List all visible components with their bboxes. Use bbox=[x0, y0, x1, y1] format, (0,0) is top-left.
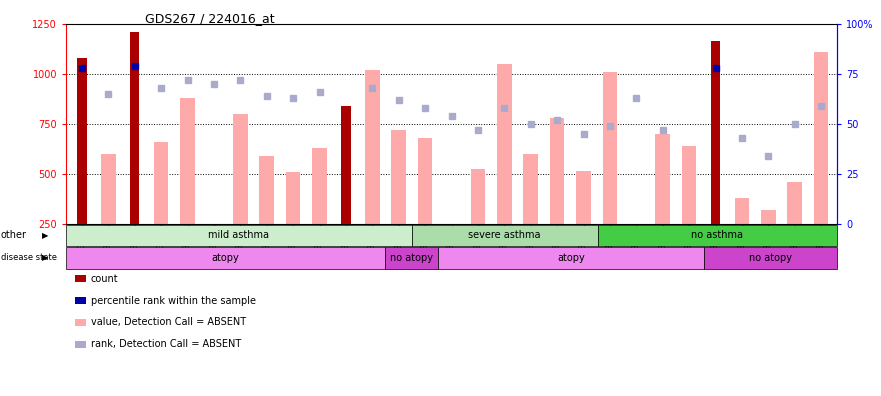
Bar bbox=[497, 64, 512, 224]
Bar bbox=[576, 171, 591, 224]
Text: no atopy: no atopy bbox=[390, 253, 433, 263]
Bar bbox=[233, 114, 248, 224]
Text: ▶: ▶ bbox=[42, 231, 48, 240]
Bar bbox=[341, 106, 351, 224]
Text: atopy: atopy bbox=[211, 253, 240, 263]
Bar bbox=[814, 52, 828, 224]
Text: GDS267 / 224016_at: GDS267 / 224016_at bbox=[145, 12, 275, 25]
Bar bbox=[470, 169, 485, 224]
Bar bbox=[181, 98, 195, 224]
Text: no asthma: no asthma bbox=[692, 230, 744, 240]
Bar bbox=[259, 156, 274, 224]
Text: ▶: ▶ bbox=[42, 253, 48, 263]
Bar bbox=[391, 130, 406, 224]
Text: other: other bbox=[1, 230, 27, 240]
Bar bbox=[78, 58, 86, 224]
Text: mild asthma: mild asthma bbox=[209, 230, 270, 240]
Text: rank, Detection Call = ABSENT: rank, Detection Call = ABSENT bbox=[91, 339, 241, 349]
Text: value, Detection Call = ABSENT: value, Detection Call = ABSENT bbox=[91, 317, 246, 327]
Bar bbox=[101, 154, 115, 224]
Bar bbox=[285, 172, 300, 224]
Bar bbox=[788, 182, 802, 224]
Text: no atopy: no atopy bbox=[749, 253, 792, 263]
Bar bbox=[682, 146, 696, 224]
Text: disease state: disease state bbox=[1, 253, 57, 263]
Bar bbox=[711, 41, 720, 224]
Text: percentile rank within the sample: percentile rank within the sample bbox=[91, 295, 255, 306]
Bar bbox=[603, 72, 618, 224]
Text: severe asthma: severe asthma bbox=[469, 230, 541, 240]
Bar bbox=[312, 148, 327, 224]
Bar bbox=[130, 32, 139, 224]
Bar bbox=[550, 118, 565, 224]
Bar bbox=[761, 210, 775, 224]
Bar bbox=[655, 134, 670, 224]
Bar bbox=[523, 154, 538, 224]
Text: count: count bbox=[91, 274, 118, 284]
Bar bbox=[735, 198, 749, 224]
Bar bbox=[365, 70, 380, 224]
Text: atopy: atopy bbox=[558, 253, 585, 263]
Bar bbox=[154, 142, 168, 224]
Bar bbox=[418, 138, 433, 224]
